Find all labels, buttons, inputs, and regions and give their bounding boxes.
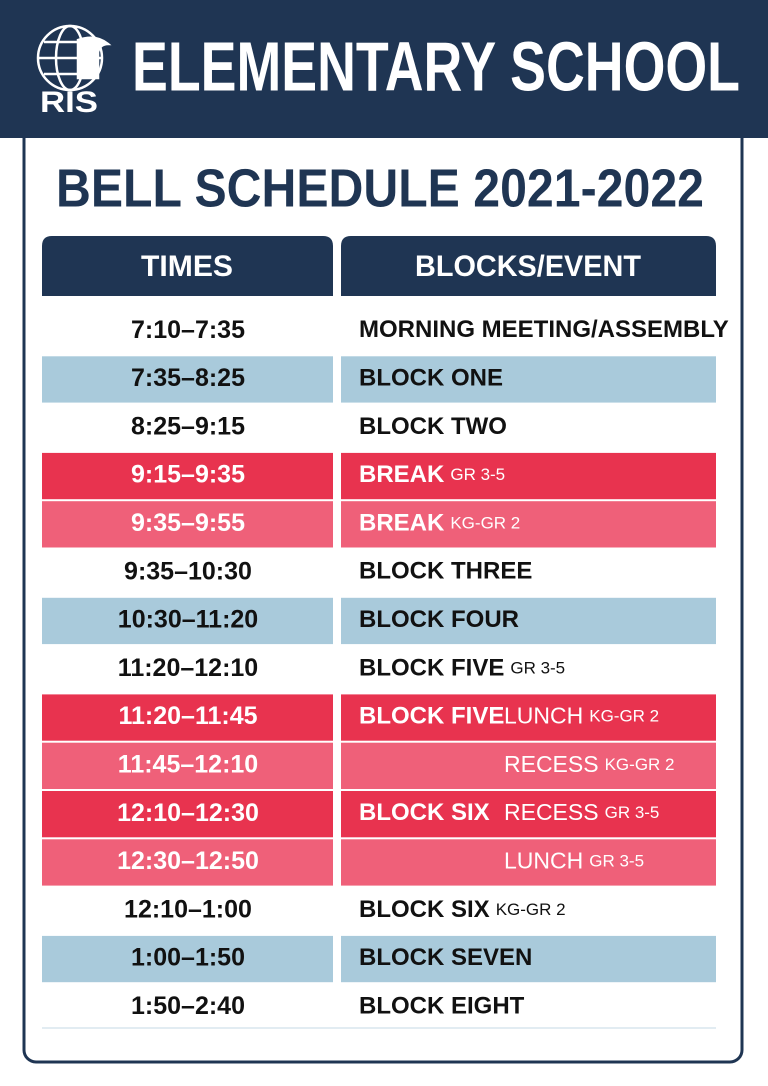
event-text: BLOCK FIVE GR 3-5 <box>359 655 565 682</box>
event: BREAK <box>359 510 445 537</box>
header-title: ELEMENTARY SCHOOL <box>132 27 740 105</box>
time: 9:35–9:55 <box>131 509 245 537</box>
event-text: BLOCK FOUR <box>359 606 519 633</box>
column-header <box>341 236 716 296</box>
time: 7:10–7:35 <box>131 316 245 344</box>
event-text: BREAK KG-GR 2 <box>359 510 520 537</box>
activity-text: LUNCH KG-GR 2 <box>504 703 659 729</box>
event: BLOCK SIX <box>359 896 490 923</box>
event-note: GR 3-5 <box>510 659 565 678</box>
event: BLOCK SEVEN <box>359 944 532 971</box>
row-cell <box>341 791 716 838</box>
event: BREAK <box>359 461 445 488</box>
table-body: 7:10–7:35 MORNING MEETING/ASSEMBLY 7:35–8:… <box>42 316 729 1020</box>
row-cell <box>42 839 333 886</box>
row-cell <box>42 694 333 741</box>
activity-text: RECESS KG-GR 2 <box>504 751 675 777</box>
row-cell <box>341 935 716 983</box>
event-text: BLOCK ONE <box>359 365 503 392</box>
row-cell <box>341 742 716 789</box>
time: 11:20–11:45 <box>118 702 257 730</box>
row-cell <box>42 742 333 789</box>
event-text: BLOCK THREE <box>359 558 532 585</box>
time: 7:35–8:25 <box>131 364 245 392</box>
event: BLOCK FOUR <box>359 606 519 633</box>
event-text: MORNING MEETING/ASSEMBLY <box>359 316 729 343</box>
row-cell <box>42 452 333 500</box>
activity-note: KG-GR 2 <box>589 707 659 726</box>
event: BLOCK ONE <box>359 365 503 392</box>
event: BLOCK THREE <box>359 558 532 585</box>
row-cell <box>341 694 716 741</box>
activity: RECESS <box>504 751 599 777</box>
event-text: BLOCK SIX KG-GR 2 <box>359 896 566 923</box>
event-text: BLOCK SIX <box>359 799 490 826</box>
schedule-title: BELL SCHEDULE 2021-2022 <box>56 158 704 218</box>
event: BLOCK FIVE <box>359 703 504 730</box>
event-note: GR 3-5 <box>450 466 505 485</box>
event: BLOCK SIX <box>359 799 490 826</box>
row-cell <box>341 452 716 500</box>
time: 11:45–12:10 <box>118 750 258 778</box>
time: 9:35–10:30 <box>124 557 252 585</box>
row-cell <box>42 791 333 838</box>
logo <box>36 24 112 92</box>
time: 12:10–1:00 <box>124 895 252 923</box>
activity: RECESS <box>504 799 599 825</box>
row-cell <box>42 356 333 403</box>
event-note: KG-GR 2 <box>450 514 520 533</box>
activity: LUNCH <box>504 703 583 729</box>
event-text: BLOCK TWO <box>359 413 507 440</box>
time: 11:20–12:10 <box>118 654 258 682</box>
column-title: TIMES <box>141 250 233 283</box>
logo-text: RIS <box>40 86 98 119</box>
event-text: BREAK GR 3-5 <box>359 461 505 488</box>
time: 1:50–2:40 <box>131 992 245 1020</box>
activity-note: KG-GR 2 <box>605 755 675 774</box>
event-text: BLOCK SEVEN <box>359 944 532 971</box>
row-cell <box>42 501 333 548</box>
column-header <box>42 236 333 296</box>
row-cell <box>341 839 716 886</box>
activity-text: RECESS GR 3-5 <box>504 799 659 825</box>
event-note: KG-GR 2 <box>496 900 566 919</box>
event: BLOCK EIGHT <box>359 993 525 1020</box>
time: 12:30–12:50 <box>117 847 259 875</box>
event: BLOCK TWO <box>359 413 507 440</box>
event: MORNING MEETING/ASSEMBLY <box>359 316 729 343</box>
event-text: BLOCK EIGHT <box>359 993 525 1020</box>
column-title: BLOCKS/EVENT <box>415 250 641 283</box>
header-band <box>0 0 768 138</box>
time: 10:30–11:20 <box>118 606 258 634</box>
row-cell <box>42 935 333 983</box>
time: 12:10–12:30 <box>117 799 259 827</box>
time: 9:15–9:35 <box>131 461 245 489</box>
event: BLOCK FIVE <box>359 655 504 682</box>
row-cell <box>42 597 333 645</box>
row-cell <box>341 597 716 645</box>
time: 1:00–1:50 <box>131 944 245 972</box>
event-text: BLOCK FIVE <box>359 703 504 730</box>
activity-text: LUNCH GR 3-5 <box>504 848 644 874</box>
activity-note: GR 3-5 <box>605 804 660 823</box>
activity: LUNCH <box>504 848 583 874</box>
time: 8:25–9:15 <box>131 412 245 440</box>
row-cell <box>341 501 716 548</box>
row-cell <box>341 356 716 403</box>
activity-note: GR 3-5 <box>589 852 644 871</box>
